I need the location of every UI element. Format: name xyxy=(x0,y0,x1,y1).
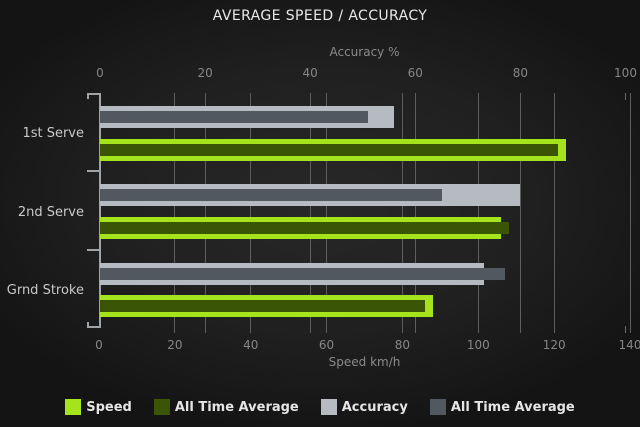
speed-gridline-120 xyxy=(553,93,555,333)
bottom-axis-title: Speed km/h xyxy=(328,355,401,369)
legend-item: All Time Average xyxy=(429,399,575,415)
bottom-left-bracket-v xyxy=(87,322,89,328)
bottom-left-bracket-h xyxy=(87,326,99,328)
top-tick-40: 40 xyxy=(302,66,318,80)
category-label: 1st Serve xyxy=(22,126,84,142)
category-axis-line xyxy=(99,93,101,328)
legend-swatch-all-time-average xyxy=(429,399,446,415)
speed-gridline-60 xyxy=(326,93,328,333)
bottom-tick-60: 60 xyxy=(318,338,335,352)
accuracy-gridline-20 xyxy=(204,93,206,333)
bottom-tick-120: 120 xyxy=(542,338,566,352)
top-tick-60: 60 xyxy=(407,66,423,80)
top-axis-title: Accuracy % xyxy=(329,45,400,59)
speed-gridline-20 xyxy=(174,93,176,333)
all-time-average-bar xyxy=(100,222,509,235)
legend-item: Accuracy xyxy=(320,399,408,415)
legend-label: All Time Average xyxy=(174,399,299,415)
top-left-bracket-h xyxy=(87,93,99,95)
category-separator-tick xyxy=(87,248,99,251)
top-left-bracket-v xyxy=(87,93,89,99)
bottom-tick-20: 20 xyxy=(167,338,183,352)
all-time-average-bar xyxy=(100,111,368,123)
legend-swatch-speed xyxy=(65,399,82,415)
legend-item: All Time Average xyxy=(153,399,299,415)
accuracy-gridline-60 xyxy=(414,93,416,333)
category-separator-tick xyxy=(87,170,99,173)
legend-label: Speed xyxy=(86,399,132,415)
all-time-average-bar xyxy=(100,143,558,156)
accuracy-gridline-40 xyxy=(309,93,311,333)
all-time-average-bar xyxy=(100,189,442,202)
speed-gridline-100 xyxy=(477,93,479,333)
top-tick-80: 80 xyxy=(512,66,529,80)
top-tick-0: 0 xyxy=(96,66,104,80)
legend-label: Accuracy xyxy=(341,399,408,415)
chart-legend: Speed All Time Average Accuracy All Time Av… xyxy=(0,399,640,415)
category-label: 2nd Serve xyxy=(17,204,84,220)
top-tick-20: 20 xyxy=(197,66,213,80)
plot-area xyxy=(87,93,631,333)
chart-title: AVERAGE SPEED / ACCURACY xyxy=(212,8,428,24)
speed-gridline-80 xyxy=(401,93,403,333)
top-tick-100: 100 xyxy=(614,66,637,80)
bottom-tick-140: 140 xyxy=(618,338,640,352)
legend-item: Speed xyxy=(65,399,132,415)
legend-swatch-all-time-average xyxy=(153,399,170,415)
legend-swatch-accuracy xyxy=(320,399,337,415)
bottom-tick-0: 0 xyxy=(95,338,103,352)
speed-gridline-40 xyxy=(250,93,252,333)
category-label: Grnd Stroke xyxy=(6,282,84,298)
bottom-tick-100: 100 xyxy=(466,338,490,352)
accuracy-end-tick-top xyxy=(625,93,626,100)
bottom-tick-80: 80 xyxy=(394,338,411,352)
legend-label: All Time Average xyxy=(450,399,575,415)
accuracy-end-tick-bottom xyxy=(625,326,626,333)
all-time-average-bar xyxy=(100,267,505,280)
accuracy-gridline-80 xyxy=(519,93,521,333)
all-time-average-bar xyxy=(100,300,426,313)
bottom-tick-40: 40 xyxy=(243,338,259,352)
speed-gridline-140 xyxy=(629,93,631,333)
